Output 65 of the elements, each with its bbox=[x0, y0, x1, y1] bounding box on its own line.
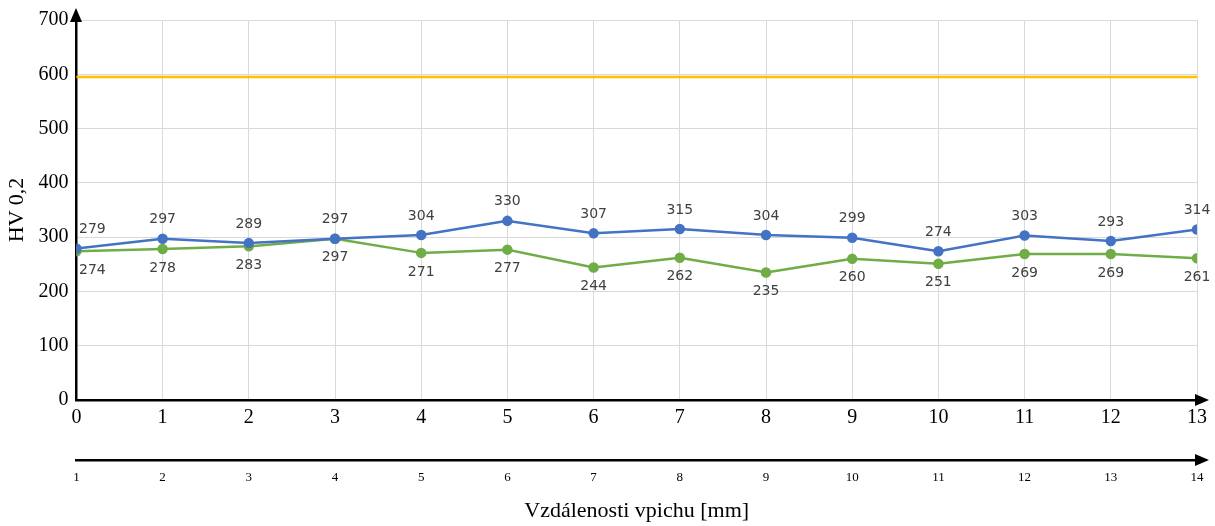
y-tick-label: 400 bbox=[38, 170, 69, 193]
x-tick-label: 4 bbox=[416, 405, 427, 428]
x2-tick-label: 4 bbox=[331, 469, 339, 485]
x2-tick-label: 13 bbox=[1104, 469, 1118, 485]
data-label: 297 bbox=[321, 248, 349, 265]
x2-tick-label: 5 bbox=[417, 469, 425, 485]
x2-tick-label: 2 bbox=[159, 469, 166, 485]
x2-tick-label: 12 bbox=[1018, 469, 1032, 485]
data-label: 289 bbox=[235, 214, 263, 231]
y-tick-label: 0 bbox=[58, 387, 69, 410]
x2-tick-label: 8 bbox=[676, 469, 684, 485]
x2-tick-label: 9 bbox=[762, 469, 770, 485]
x2-tick-label: 14 bbox=[1190, 469, 1204, 485]
data-label: 274 bbox=[79, 260, 106, 277]
data-label: 304 bbox=[407, 206, 435, 223]
x-axis-title: Vzdálenosti vpichu [mm] bbox=[524, 496, 750, 522]
x-tick-label: 10 bbox=[928, 405, 949, 428]
y-tick-label: 200 bbox=[38, 278, 69, 301]
x2-tick-label: 7 bbox=[590, 469, 598, 485]
x2-tick-label: 10 bbox=[845, 469, 859, 485]
x2-tick-label: 11 bbox=[932, 469, 945, 485]
data-label: 315 bbox=[666, 200, 694, 217]
x-tick-label: 8 bbox=[761, 405, 771, 428]
data-label: 297 bbox=[149, 210, 176, 227]
data-label: 262 bbox=[666, 267, 694, 284]
data-label: 303 bbox=[1011, 207, 1038, 224]
x-tick-label: 1 bbox=[157, 405, 168, 428]
x-tick-label: 3 bbox=[330, 405, 340, 428]
data-label: 279 bbox=[79, 220, 106, 237]
x-tick-label: 12 bbox=[1100, 405, 1121, 428]
x2-tick-label: 3 bbox=[245, 469, 253, 485]
data-label: 293 bbox=[1097, 212, 1125, 229]
x-tick-label: 6 bbox=[588, 405, 599, 428]
data-label: 277 bbox=[494, 259, 521, 276]
y-tick-label: 300 bbox=[38, 224, 69, 247]
data-label: 269 bbox=[1097, 263, 1125, 280]
data-label: 314 bbox=[1183, 201, 1211, 218]
data-label: 307 bbox=[580, 204, 607, 221]
data-label: 283 bbox=[235, 256, 263, 273]
x-tick-label: 11 bbox=[1014, 405, 1035, 428]
x-tick-label: 5 bbox=[502, 405, 513, 428]
x-tick-label: 13 bbox=[1187, 405, 1207, 428]
data-label: 260 bbox=[838, 268, 866, 285]
y-axis-title: HV 0,2 bbox=[2, 177, 28, 243]
x-tick-label: 2 bbox=[243, 405, 254, 428]
data-label: 235 bbox=[752, 282, 780, 299]
x-tick-label: 9 bbox=[847, 405, 858, 428]
data-label: 261 bbox=[1183, 267, 1211, 284]
data-label: 251 bbox=[925, 273, 952, 290]
data-label: 244 bbox=[580, 277, 608, 294]
data-label: 330 bbox=[494, 192, 521, 209]
x2-tick-label: 6 bbox=[504, 469, 512, 485]
data-label: 299 bbox=[838, 209, 866, 226]
y-tick-label: 600 bbox=[38, 61, 69, 84]
y-tick-label: 700 bbox=[38, 7, 69, 30]
x2-tick-label: 1 bbox=[73, 469, 80, 485]
data-label: 269 bbox=[1011, 263, 1038, 280]
data-label: 304 bbox=[752, 206, 780, 223]
y-tick-label: 500 bbox=[38, 115, 69, 138]
data-label: 274 bbox=[925, 222, 952, 239]
x-tick-label: 7 bbox=[674, 405, 685, 428]
data-label: 297 bbox=[321, 210, 349, 227]
y-tick-label: 100 bbox=[38, 332, 69, 355]
data-label: 278 bbox=[149, 258, 176, 275]
data-label: 271 bbox=[407, 262, 435, 279]
